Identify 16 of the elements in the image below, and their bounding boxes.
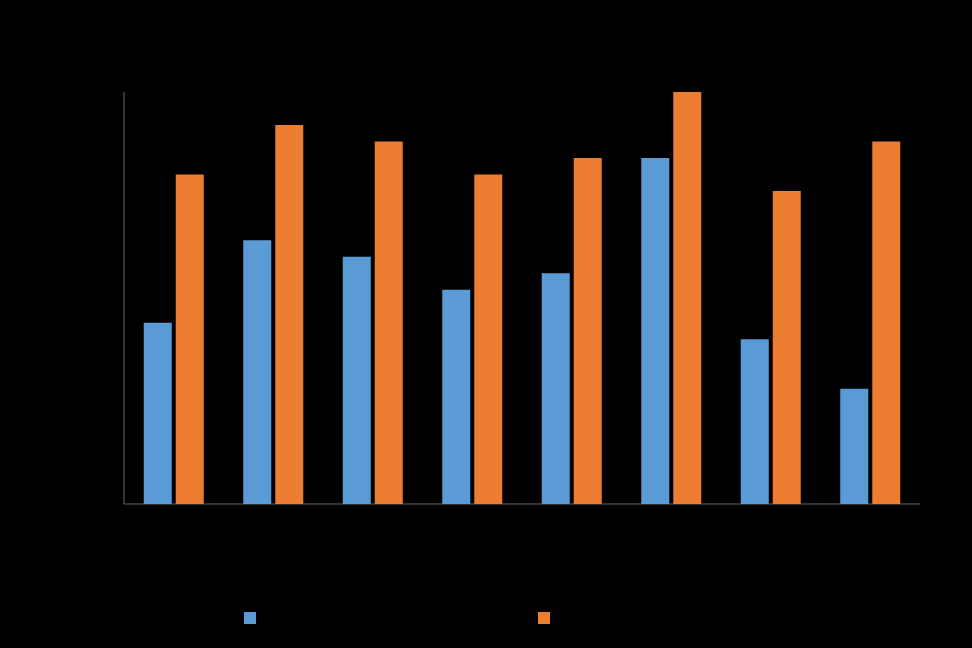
bar [175, 174, 204, 504]
bar [374, 141, 403, 504]
bar [474, 174, 503, 504]
bar [275, 124, 304, 504]
bar [442, 289, 471, 504]
bar [840, 388, 869, 504]
bar [541, 273, 570, 504]
bar [641, 157, 670, 504]
bar [243, 240, 272, 504]
bar [342, 256, 371, 504]
bar [872, 141, 901, 504]
bar [673, 91, 702, 504]
bar [740, 339, 769, 504]
bar [143, 322, 172, 504]
bar [573, 157, 602, 504]
bar [772, 190, 801, 504]
